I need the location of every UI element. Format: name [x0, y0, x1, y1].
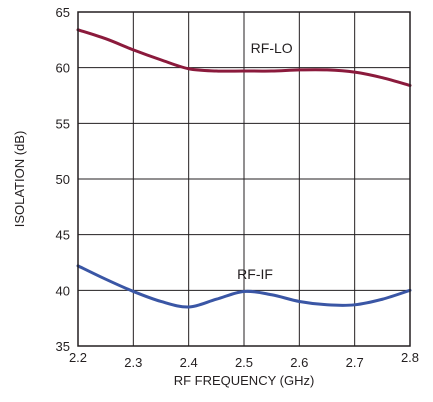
y-tick-label: 40 — [56, 283, 70, 298]
series-label-rf-if: RF-IF — [237, 266, 273, 282]
y-tick-label: 55 — [56, 116, 70, 131]
x-tick-label: 2.8 — [401, 350, 419, 365]
y-axis-label: ISOLATION (dB) — [12, 131, 27, 228]
x-tick-label: 2.5 — [235, 355, 253, 370]
y-tick-label: 65 — [56, 5, 70, 20]
x-tick-label: 2.3 — [124, 355, 142, 370]
y-tick-label: 45 — [56, 228, 70, 243]
y-tick-labels: 35 40 45 50 55 60 65 — [56, 5, 70, 354]
plot-frame — [77, 11, 411, 347]
series-label-rf-lo: RF-LO — [251, 40, 293, 56]
series-line-rf-if — [76, 264, 412, 309]
x-tick-label: 2.7 — [346, 355, 364, 370]
series-line-rf-lo — [76, 28, 412, 87]
x-axis-label: RF FREQUENCY (GHz) — [174, 373, 315, 388]
y-tick-label: 50 — [56, 172, 70, 187]
x-tick-label: 2.6 — [290, 355, 308, 370]
series-labels: RF-LO RF-IF — [237, 40, 293, 282]
series-layer — [76, 28, 412, 309]
grid — [78, 12, 410, 346]
y-tick-label: 60 — [56, 61, 70, 76]
x-tick-label: 2.2 — [69, 350, 87, 365]
x-tick-label: 2.4 — [180, 355, 198, 370]
y-tick-label: 35 — [56, 339, 70, 354]
x-tick-labels: 2.2 2.3 2.4 2.5 2.6 2.7 2.8 — [69, 350, 419, 370]
